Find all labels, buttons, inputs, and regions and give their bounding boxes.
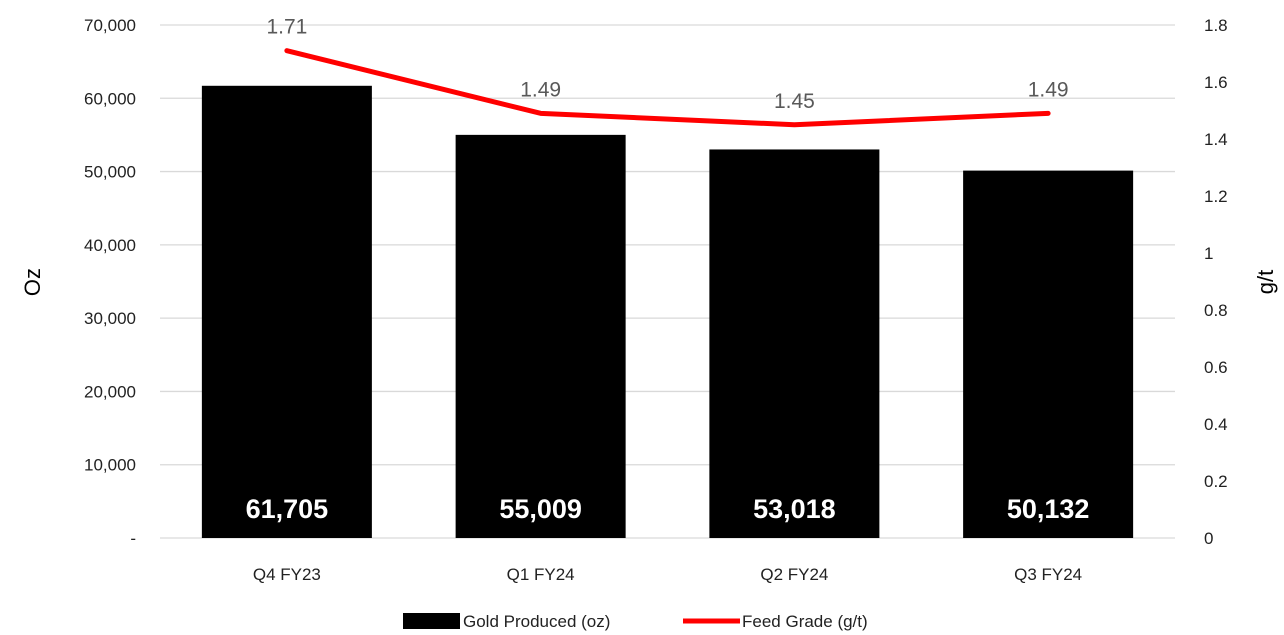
left-tick-label: 70,000 (84, 16, 136, 35)
line-value-label: 1.71 (266, 16, 307, 39)
left-axis-title: Oz (20, 268, 45, 296)
line-value-label: 1.45 (774, 90, 815, 113)
bar-value-label: 50,132 (1007, 494, 1090, 524)
left-tick-label: - (130, 529, 136, 548)
left-tick-label: 20,000 (84, 382, 136, 401)
left-tick-label: 30,000 (84, 309, 136, 328)
legend-swatch-gold-produced (403, 613, 460, 629)
left-tick-label: 10,000 (84, 456, 136, 475)
bar-value-label: 61,705 (246, 494, 329, 524)
legend: Gold Produced (oz) Feed Grade (g/t) (403, 612, 868, 631)
feed-grade-line-group (284, 48, 1051, 128)
legend-label-feed-grade: Feed Grade (g/t) (742, 612, 868, 631)
right-axis-ticks: 0 0.2 0.4 0.6 0.8 1 1.2 1.4 1.6 1.8 (1204, 16, 1228, 548)
line-labels: 1.71 1.49 1.45 1.49 (266, 16, 1068, 113)
category-tick-label: Q2 FY24 (760, 565, 828, 584)
right-tick-label: 0.6 (1204, 358, 1228, 377)
right-tick-label: 0.2 (1204, 472, 1228, 491)
category-axis-ticks: Q4 FY23 Q1 FY24 Q2 FY24 Q3 FY24 (253, 565, 1082, 584)
line-value-label: 1.49 (520, 78, 561, 101)
right-tick-label: 0.8 (1204, 301, 1228, 320)
feed-grade-line (284, 48, 1051, 128)
right-tick-label: 0 (1204, 529, 1213, 548)
right-tick-label: 1.8 (1204, 16, 1228, 35)
bar (455, 134, 626, 538)
category-tick-label: Q3 FY24 (1014, 565, 1082, 584)
bars (201, 85, 1134, 538)
left-tick-label: 60,000 (84, 89, 136, 108)
right-tick-label: 1 (1204, 244, 1213, 263)
bar-value-label: 55,009 (499, 494, 582, 524)
left-tick-label: 50,000 (84, 163, 136, 182)
bar (201, 85, 372, 538)
bar (709, 149, 880, 538)
line-value-label: 1.49 (1028, 78, 1069, 101)
right-axis-title: g/t (1253, 270, 1278, 294)
right-tick-label: 1.2 (1204, 187, 1228, 206)
legend-label-gold-produced: Gold Produced (oz) (463, 612, 610, 631)
bar-labels: 61,705 55,009 53,018 50,132 (246, 494, 1090, 524)
bar-value-label: 53,018 (753, 494, 836, 524)
category-tick-label: Q4 FY23 (253, 565, 321, 584)
left-tick-label: 40,000 (84, 236, 136, 255)
right-tick-label: 0.4 (1204, 415, 1228, 434)
right-tick-label: 1.4 (1204, 130, 1228, 149)
category-tick-label: Q1 FY24 (507, 565, 575, 584)
bar (963, 170, 1134, 538)
right-tick-label: 1.6 (1204, 73, 1228, 92)
left-axis-ticks: - 10,000 20,000 30,000 40,000 50,000 60,000 70,… (84, 16, 136, 548)
